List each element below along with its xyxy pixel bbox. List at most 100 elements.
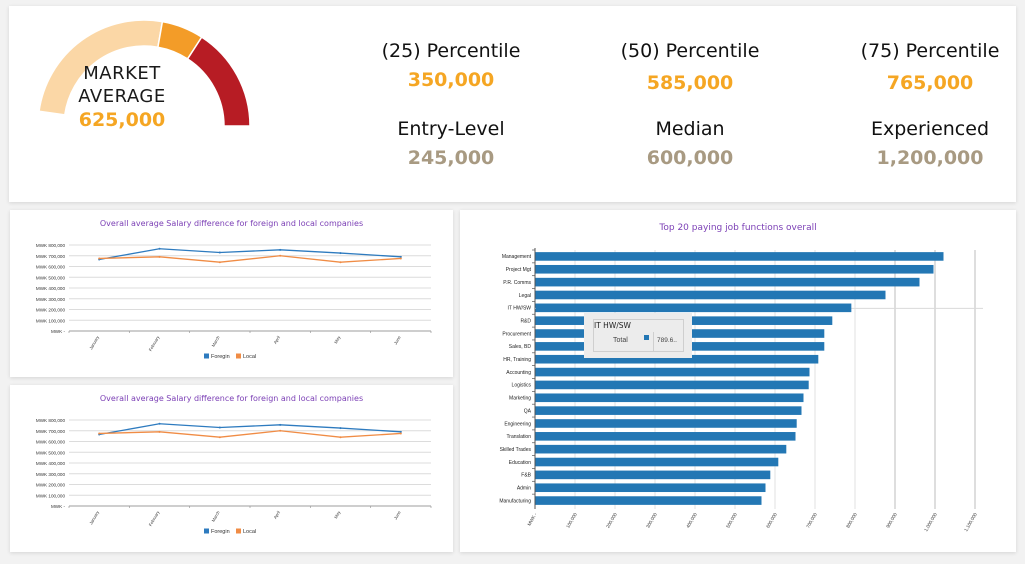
legend-swatch-icon xyxy=(204,528,209,534)
line-chart: MWK - MWK 100,000 MWK 200,000 MWK 300,000 MW… xyxy=(36,243,432,360)
data-point xyxy=(399,257,402,260)
bar xyxy=(535,457,779,467)
x-tick-label: May xyxy=(333,334,342,344)
market-average-gauge xyxy=(38,19,251,127)
y-tick-label: Translation xyxy=(506,434,531,440)
bar xyxy=(535,496,762,505)
data-point xyxy=(218,426,221,429)
x-tick-label: 600,000 xyxy=(765,512,778,529)
stat-75-percentile: (75) Percentile 765,000 xyxy=(845,40,1015,94)
tooltip-swatch-icon xyxy=(644,335,649,340)
y-tick-label: MWK - xyxy=(51,329,66,334)
x-tick-label: April xyxy=(273,335,282,345)
bar xyxy=(535,277,920,287)
x-tick-label: 200,000 xyxy=(605,512,618,529)
y-tick-label: Logistics xyxy=(512,383,532,389)
bar-chart: MWK - 100,000 200,000 300,000 400,000 500,000… xyxy=(499,248,983,533)
y-tick-label: MWK 200,000 xyxy=(36,308,66,313)
line-chart: MWK - MWK 100,000 MWK 200,000 MWK 300,000 MW… xyxy=(36,418,432,535)
bar xyxy=(535,432,796,441)
data-point xyxy=(218,436,221,439)
series-line-local xyxy=(99,430,401,438)
y-tick-label: Accounting xyxy=(506,370,531,376)
stat-label: Entry-Level xyxy=(397,118,505,140)
stat-entry-level: Entry-Level 245,000 xyxy=(366,118,536,169)
x-tick-label: February xyxy=(148,509,161,527)
data-point xyxy=(339,252,342,255)
data-point xyxy=(158,247,161,250)
legend-label: Local xyxy=(243,354,256,360)
x-tick-label: March xyxy=(211,334,221,347)
data-point xyxy=(98,257,101,260)
bar xyxy=(535,354,819,364)
gauge-segment-high xyxy=(186,36,251,127)
data-point xyxy=(279,429,282,432)
y-tick-label: MWK 100,000 xyxy=(36,493,66,498)
data-point xyxy=(158,422,161,425)
bar xyxy=(535,380,809,390)
y-tick-label: MWK 800,000 xyxy=(36,243,66,248)
tooltip-value: 789.6.. xyxy=(657,337,677,344)
data-point xyxy=(218,251,221,254)
y-tick-label: MWK 300,000 xyxy=(36,297,66,302)
bar xyxy=(535,483,766,493)
x-tick-label: March xyxy=(211,509,221,522)
stat-value: 765,000 xyxy=(886,72,974,94)
line-chart-card-1: Overall average Salary difference for fo… xyxy=(10,210,453,377)
y-tick-label: Manufacturing xyxy=(499,498,531,504)
bar xyxy=(535,393,804,403)
x-tick-label: May xyxy=(333,509,342,519)
x-tick-label: January xyxy=(88,509,100,525)
x-tick-label: 1,100,000 xyxy=(963,512,978,533)
data-point xyxy=(339,436,342,439)
x-tick-label: MWK - xyxy=(527,512,539,527)
series-line-local xyxy=(99,255,401,263)
x-tick-label: 800,000 xyxy=(845,512,858,529)
chart-title: Overall average Salary difference for fo… xyxy=(99,394,364,403)
stat-experienced: Experienced 1,200,000 xyxy=(845,118,1015,169)
y-tick-label: Management xyxy=(502,254,532,260)
data-point xyxy=(279,423,282,426)
chart-tooltip: IT HW/SW Total 789.6.. xyxy=(584,313,692,358)
gauge-label: MARKET AVERAGE xyxy=(67,62,177,108)
y-tick-label: MWK 700,000 xyxy=(36,254,66,259)
stat-median: Median 600,000 xyxy=(605,118,775,169)
data-point xyxy=(339,427,342,430)
x-tick-label: April xyxy=(273,510,282,520)
data-point xyxy=(279,248,282,251)
y-tick-label: MWK 400,000 xyxy=(36,286,66,291)
stat-label: Median xyxy=(655,118,725,140)
legend-label: Foregin xyxy=(211,529,230,535)
x-tick-label: 500,000 xyxy=(725,512,738,529)
y-tick-label: Sales, BD xyxy=(509,344,532,350)
line-chart-card-2: Overall average Salary difference for fo… xyxy=(10,385,453,552)
y-tick-label: Procurement xyxy=(502,331,531,337)
x-tick-label: 900,000 xyxy=(885,512,898,529)
y-tick-label: P.R. Comms xyxy=(503,280,531,286)
stat-value: 585,000 xyxy=(646,72,734,94)
data-point xyxy=(399,432,402,435)
y-tick-label: MWK 100,000 xyxy=(36,318,66,323)
stat-value: 245,000 xyxy=(407,147,495,169)
x-tick-label: 100,000 xyxy=(565,512,578,529)
series-line-foregin xyxy=(99,248,401,261)
y-tick-label: Skilled Trades xyxy=(500,447,532,453)
stat-value: 600,000 xyxy=(646,147,734,169)
bar xyxy=(535,470,771,480)
x-tick-label: 700,000 xyxy=(805,512,818,529)
y-tick-label: Admin xyxy=(517,486,531,492)
stat-label: (75) Percentile xyxy=(860,40,1000,62)
market-average-value: 625,000 xyxy=(78,109,166,131)
series-line-foregin xyxy=(99,423,401,436)
legend-label: Local xyxy=(243,529,256,535)
data-point xyxy=(399,430,402,433)
y-tick-label: HR, Training xyxy=(503,357,531,363)
bar xyxy=(535,419,797,428)
data-point xyxy=(279,254,282,257)
y-tick-label: Engineering xyxy=(504,421,531,427)
x-tick-label: 1,000,000 xyxy=(923,512,938,533)
bar xyxy=(535,290,886,300)
data-point xyxy=(158,430,161,433)
y-tick-label: Legal xyxy=(519,293,531,299)
stat-value: 1,200,000 xyxy=(876,147,984,169)
